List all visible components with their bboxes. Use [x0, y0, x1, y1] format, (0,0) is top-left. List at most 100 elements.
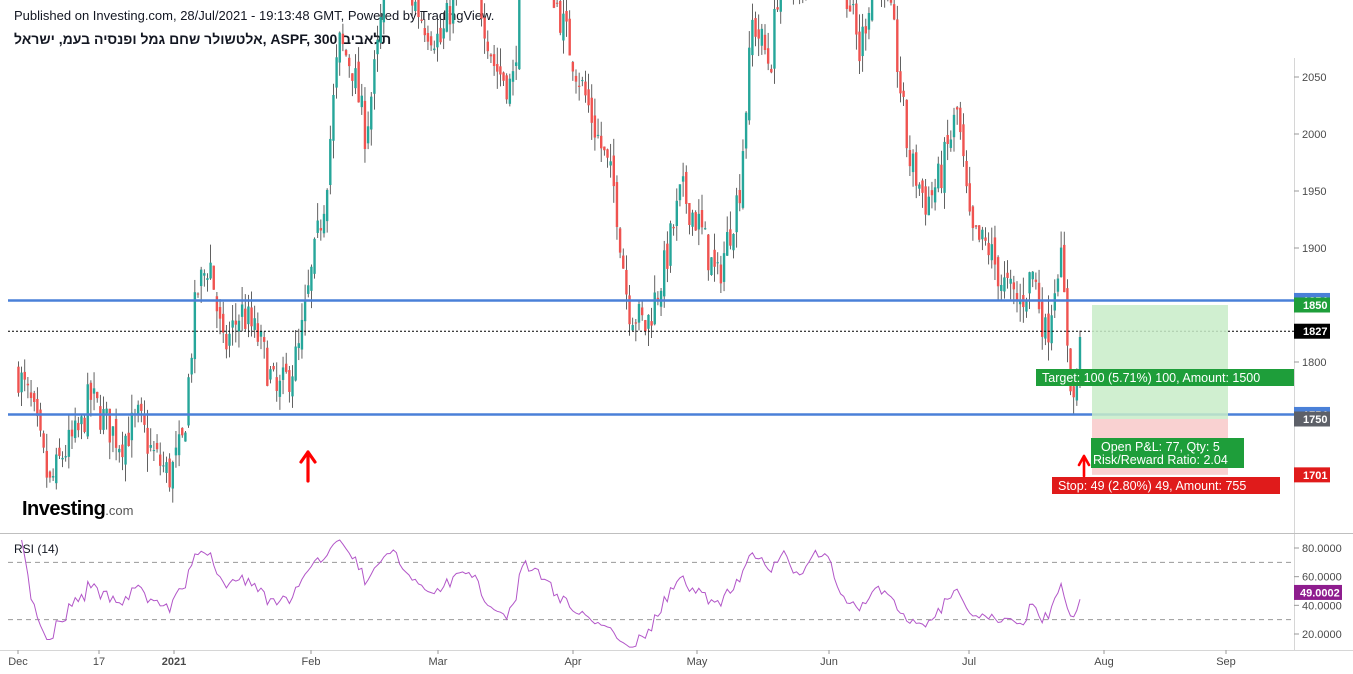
- candle: [196, 292, 200, 298]
- candle: [259, 324, 263, 350]
- candle: [193, 279, 197, 374]
- candle: [716, 252, 719, 275]
- candle: [45, 433, 48, 488]
- time-tick-label: 17: [93, 656, 105, 668]
- candle: [118, 445, 121, 463]
- candle: [968, 166, 971, 216]
- candle: [511, 59, 515, 96]
- candle: [199, 266, 203, 303]
- candle: [606, 148, 609, 168]
- candle: [596, 118, 600, 139]
- rsi-tick-label: 60.0000: [1302, 572, 1342, 584]
- candle: [363, 87, 367, 163]
- candle: [805, 0, 807, 1]
- long-position-tool[interactable]: Target: 100 (5.71%) 100, Amount: 1500 Op…: [1036, 305, 1294, 494]
- candle: [911, 149, 915, 187]
- candle: [360, 83, 363, 115]
- candle: [896, 5, 899, 88]
- candle: [1015, 281, 1019, 313]
- up-arrow-marker-1[interactable]: [299, 450, 317, 483]
- candle: [486, 30, 489, 59]
- tag-target-bg: [1294, 297, 1330, 313]
- candle: [225, 324, 228, 359]
- candle: [379, 3, 382, 49]
- candle: [348, 54, 351, 78]
- candle: [770, 64, 773, 74]
- candle: [288, 365, 291, 403]
- candle: [1059, 231, 1063, 278]
- candle: [799, 0, 801, 5]
- candle: [212, 265, 215, 290]
- candle: [921, 178, 924, 208]
- candle: [987, 232, 990, 265]
- candle: [861, 13, 864, 72]
- candle: [943, 137, 946, 209]
- candle: [278, 374, 282, 410]
- candle: [757, 14, 760, 57]
- candle: [237, 314, 241, 348]
- candle: [203, 269, 206, 287]
- candle: [344, 48, 348, 57]
- candle: [338, 31, 341, 76]
- candle: [351, 73, 354, 97]
- candle: [373, 50, 376, 110]
- candle: [483, 3, 486, 54]
- candle: [952, 107, 956, 152]
- candle: [1031, 271, 1034, 288]
- candle: [64, 444, 67, 462]
- candle: [187, 373, 190, 428]
- risk-reward-label: Risk/Reward Ratio: 2.04: [1093, 453, 1228, 467]
- candle: [1053, 279, 1056, 319]
- candle: [159, 442, 162, 476]
- candle: [887, 0, 889, 2]
- candle: [1063, 231, 1066, 293]
- candle: [77, 416, 80, 438]
- candle: [281, 356, 285, 395]
- candle: [565, 0, 568, 37]
- candle: [899, 56, 902, 103]
- candle: [892, 0, 896, 21]
- candle: [448, 0, 452, 41]
- candle: [855, 0, 858, 50]
- candle: [256, 312, 260, 347]
- candle: [174, 431, 178, 468]
- time-tick-label: Dec: [8, 656, 28, 668]
- candle: [165, 456, 168, 483]
- target-label-bg: [1036, 369, 1294, 386]
- up-arrow-marker-2[interactable]: [1077, 454, 1091, 478]
- rsi-tick-label: 20.0000: [1302, 629, 1342, 641]
- candle: [656, 291, 660, 306]
- candle: [215, 291, 219, 329]
- candle: [754, 11, 757, 47]
- candle: [168, 453, 171, 492]
- candle: [700, 194, 704, 235]
- candle: [555, 0, 559, 7]
- candle: [250, 291, 253, 337]
- candle: [881, 0, 882, 7]
- candle: [508, 73, 512, 107]
- candle: [666, 231, 669, 283]
- candle: [143, 400, 146, 433]
- symbol-title: תלאביב:ASPF, 300 ,אלטשולר שחם גמל ופנסיה…: [14, 31, 392, 47]
- candle: [272, 362, 275, 372]
- candle: [884, 0, 886, 8]
- candle: [915, 144, 918, 199]
- price-tick-label: 2050: [1302, 72, 1326, 84]
- time-tick-label: Mar: [429, 656, 448, 668]
- candle: [514, 45, 518, 80]
- candle: [559, 0, 562, 36]
- candle: [729, 211, 732, 250]
- candle: [766, 32, 770, 71]
- candle: [111, 426, 115, 453]
- time-tick-label: 2021: [162, 656, 186, 668]
- candle: [644, 319, 647, 336]
- candle: [672, 224, 675, 236]
- candle: [581, 76, 584, 87]
- candle: [275, 362, 278, 402]
- candle: [414, 0, 417, 14]
- candle: [480, 0, 483, 27]
- candle: [631, 317, 634, 332]
- rsi-value-tag-bg: [1294, 584, 1342, 600]
- candle: [577, 72, 581, 101]
